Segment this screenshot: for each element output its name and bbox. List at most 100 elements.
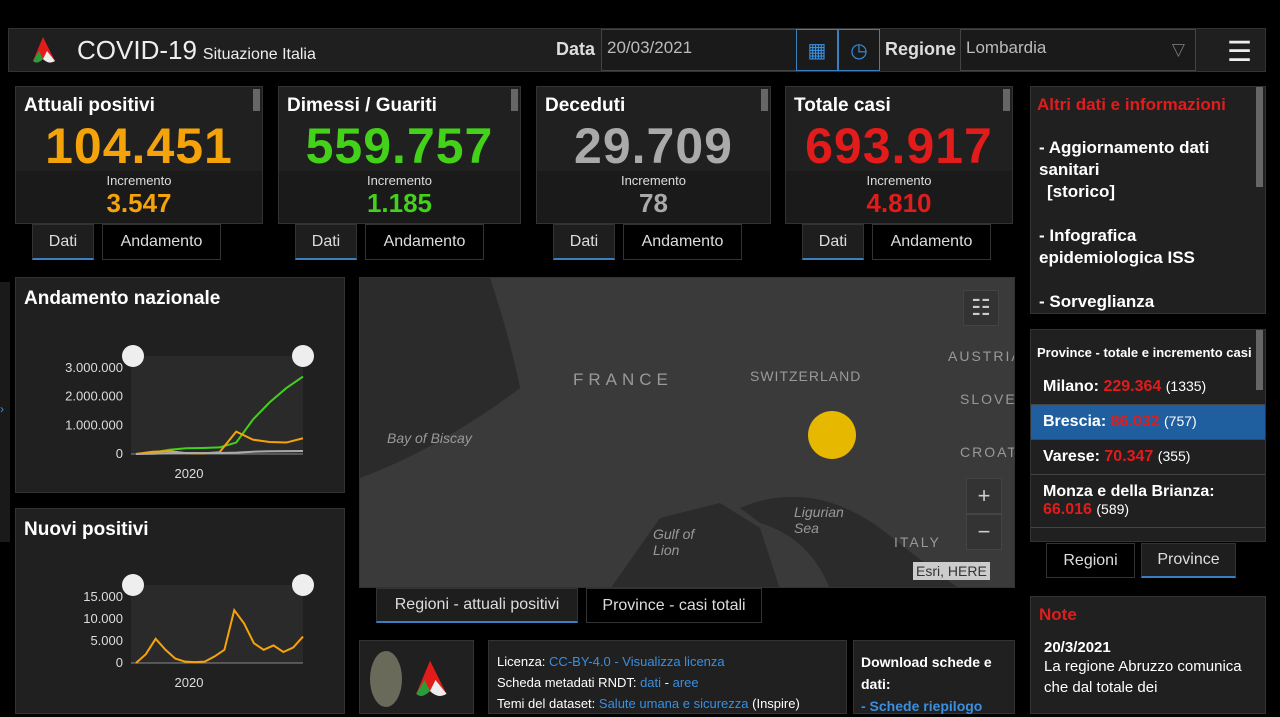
province-total: 229.364 [1103, 378, 1162, 395]
map-label: Bay of Biscay [387, 430, 472, 446]
province-total: 66.016 [1043, 501, 1092, 518]
increment-label: Incremento [106, 173, 172, 188]
stat-card: Dimessi / Guariti 559.757 Incremento 1.185 [278, 86, 521, 224]
scrollbar[interactable] [1256, 330, 1263, 390]
range-handle-start[interactable] [122, 574, 144, 596]
province-name: Varese: [1043, 448, 1100, 465]
chevron-down-icon: ▽ [1171, 40, 1185, 59]
andamento-nazionale-panel: Andamento nazionale 3.000.000 2.000.000 1.… [15, 277, 345, 493]
province-increment: (1335) [1165, 378, 1207, 394]
scrollbar[interactable] [1256, 87, 1263, 187]
tab-andamento[interactable]: Andamento [365, 224, 484, 260]
chart-title: Andamento nazionale [24, 288, 221, 309]
tab-dati[interactable]: Dati [553, 224, 615, 260]
calendar-icon[interactable]: ▦ [796, 29, 838, 71]
tab-province[interactable]: Province [1141, 543, 1236, 578]
date-input[interactable]: 20/03/2021 [601, 29, 797, 71]
stat-card: Deceduti 29.709 Incremento 78 [536, 86, 771, 224]
info-title: Altri dati e informazioni [1037, 95, 1226, 114]
aree-link[interactable]: aree [672, 675, 699, 690]
range-handle-end[interactable] [292, 574, 314, 596]
tab-regioni[interactable]: Regioni [1046, 543, 1135, 578]
hamburger-menu-icon[interactable]: ☰ [1227, 36, 1253, 67]
card-title: Attuali positivi [24, 95, 155, 116]
y-tick-label: 1.000.000 [65, 417, 123, 432]
range-handle-start[interactable] [122, 345, 144, 367]
map[interactable]: FRANCE SWITZERLAND AUSTRIA SLOVEN CROATI… [359, 277, 1015, 588]
note-date: 20/3/2021 [1044, 639, 1111, 656]
andamento-chart: 3.000.000 2.000.000 1.000.000 0 2020 [65, 345, 314, 481]
info-link-infografica[interactable]: - Infografica epidemiologica ISS [1039, 226, 1195, 267]
x-tick-label: 2020 [175, 466, 204, 481]
region-marker[interactable] [808, 411, 856, 459]
y-tick-label: 15.000 [83, 589, 123, 604]
series-line [135, 607, 304, 664]
dati-link[interactable]: dati [640, 675, 662, 690]
y-tick-label: 2.000.000 [65, 389, 123, 404]
map-label: Gulf of Lion [653, 526, 695, 558]
legend-list-icon[interactable]: ☷ [963, 290, 999, 326]
card-value: 29.709 [574, 118, 733, 174]
tab-dati[interactable]: Dati [295, 224, 357, 260]
info-link-storico[interactable]: [storico] [1047, 182, 1115, 201]
scrollbar[interactable] [761, 89, 768, 111]
card-title: Dimessi / Guariti [287, 95, 437, 116]
note-panel: Note 20/3/2021 La regione Abruzzo comuni… [1030, 596, 1266, 714]
label: Licenza: [497, 654, 546, 669]
scrollbar[interactable] [253, 89, 260, 111]
emblem-logo [370, 651, 402, 707]
increment-label: Incremento [866, 173, 932, 188]
chart-plot-area [131, 585, 303, 663]
province-panel: Province - totale e incremento casi Mila… [1030, 329, 1266, 542]
province-increment: (589) [1096, 501, 1130, 517]
zoom-in-button[interactable]: + [966, 478, 1002, 514]
sep: - [610, 654, 623, 669]
zoom-out-button[interactable]: − [966, 514, 1002, 550]
map-attribution: Esri, HERE [913, 562, 990, 580]
logo [33, 37, 55, 63]
label: Scheda metadati RNDT: [497, 675, 637, 690]
info-link-aggiornamento[interactable]: - Aggiornamento dati sanitari [1039, 138, 1210, 179]
region-value: Lombardia [966, 38, 1047, 57]
province-row[interactable]: Brescia: 86.032 (757) [1031, 405, 1265, 440]
theme-link[interactable]: Salute umana e sicurezza [598, 696, 749, 711]
card-title: Deceduti [545, 95, 626, 116]
tab-andamento[interactable]: Andamento [623, 224, 742, 260]
province-row[interactable]: Monza e della Brianza: 66.016 (589) [1031, 475, 1265, 528]
increment-value: 3.547 [106, 188, 172, 218]
range-handle-end[interactable] [292, 345, 314, 367]
province-row[interactable]: Varese: 70.347 (355) [1031, 440, 1265, 475]
card-value: 693.917 [805, 118, 993, 174]
info-link-sorveglianza[interactable]: - Sorveglianza [1039, 292, 1155, 311]
province-row[interactable]: Milano: 229.364 (1335) [1031, 370, 1265, 405]
scrollbar[interactable] [511, 89, 518, 111]
tab-regioni-attuali-positivi[interactable]: Regioni - attuali positivi [376, 588, 578, 623]
license-link[interactable]: CC-BY-4.0 [549, 654, 611, 669]
side-expand-handle[interactable]: › [0, 282, 10, 542]
y-tick-label: 0 [116, 655, 123, 670]
series-line [135, 449, 304, 455]
increment-label: Incremento [366, 173, 433, 188]
protezione-civile-logo [416, 660, 447, 696]
map-label: AUSTRIA [948, 348, 1014, 364]
scrollbar[interactable] [1003, 89, 1010, 111]
x-tick-label: 2020 [175, 675, 204, 690]
tab-dati[interactable]: Dati [802, 224, 864, 260]
increment-value: 1.185 [366, 188, 433, 218]
subtitle: Situazione Italia [202, 46, 316, 63]
region-select[interactable]: Lombardia ▽ [960, 29, 1196, 71]
province-name: Milano: [1043, 378, 1099, 395]
date-label: Data [556, 39, 596, 59]
tab-province-casi-totali[interactable]: Province - casi totali [586, 588, 762, 623]
province-increment: (355) [1157, 448, 1191, 464]
map-landmass [360, 278, 1014, 587]
province-title: Province - totale e incremento casi [1037, 345, 1252, 360]
view-license-link[interactable]: Visualizza licenza [622, 654, 725, 669]
clock-icon[interactable]: ◷ [838, 29, 880, 71]
schede-riepilogo-link[interactable]: - Schede riepilogo [861, 698, 983, 714]
map-label: FRANCE [573, 370, 673, 389]
tab-andamento[interactable]: Andamento [102, 224, 221, 260]
tab-dati[interactable]: Dati [32, 224, 94, 260]
nuovi-positivi-panel: Nuovi positivi 15.000 10.000 5.000 0 2020 [15, 508, 345, 714]
tab-andamento[interactable]: Andamento [872, 224, 991, 260]
